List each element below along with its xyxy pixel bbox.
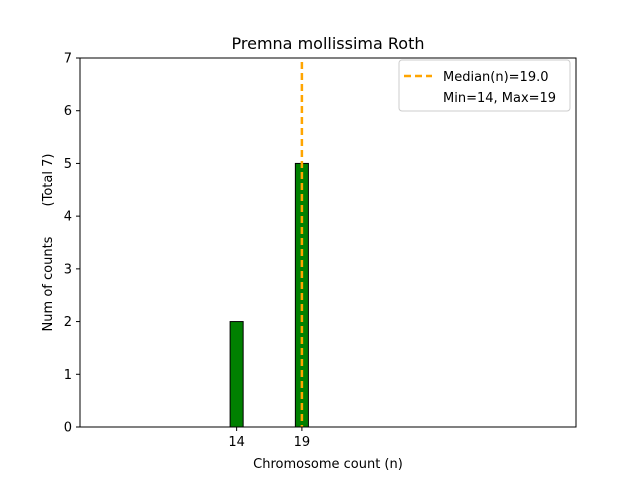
x-tick-label-19: 19 bbox=[294, 435, 311, 450]
y-tick-label-1: 1 bbox=[64, 368, 72, 383]
y-tick-label-7: 7 bbox=[64, 52, 72, 67]
legend: Median(n)=19.0 Min=14, Max=19 bbox=[398, 59, 571, 112]
legend-box bbox=[398, 59, 571, 112]
y-tick-label-0: 0 bbox=[64, 421, 72, 436]
x-tick-label-14: 14 bbox=[228, 435, 245, 450]
y-tick-label-5: 5 bbox=[64, 157, 72, 172]
y-tick-label-4: 4 bbox=[64, 210, 72, 225]
y-axis-label: Num of counts bbox=[41, 236, 56, 331]
y-tick-label-2: 2 bbox=[64, 315, 72, 330]
y-tick-label-3: 3 bbox=[64, 262, 72, 277]
plot-area: 0 1 2 3 4 5 6 7 14 19 bbox=[64, 52, 577, 450]
bar-14 bbox=[229, 321, 244, 428]
axes-frame bbox=[79, 57, 577, 428]
legend-entry-min-max: Min=14, Max=19 bbox=[443, 91, 556, 106]
y-tick-label-6: 6 bbox=[64, 104, 72, 119]
legend-entry-median: Median(n)=19.0 bbox=[443, 70, 549, 85]
y-axis-total-note: (Total 7) bbox=[41, 154, 56, 207]
chart-title: Premna mollissima Roth bbox=[232, 34, 425, 53]
x-axis-label: Chromosome count (n) bbox=[253, 457, 403, 472]
